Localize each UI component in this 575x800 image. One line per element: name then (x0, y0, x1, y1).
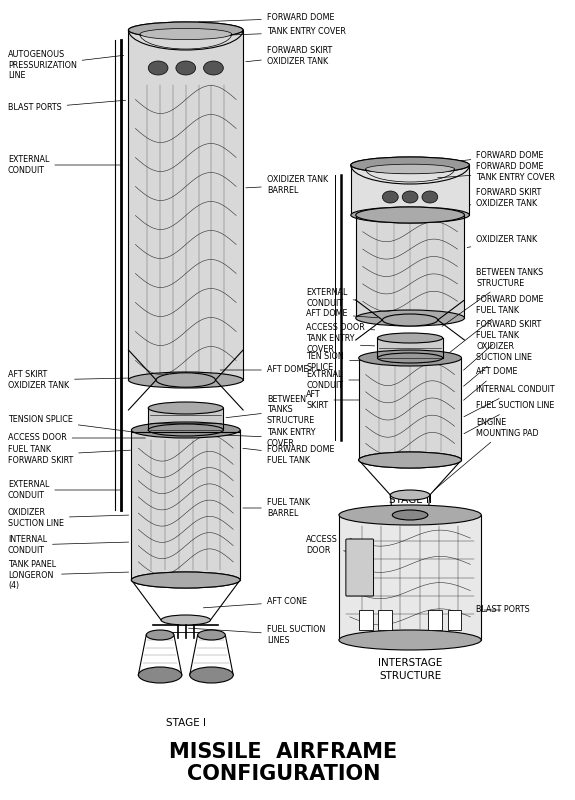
Ellipse shape (161, 615, 210, 625)
FancyBboxPatch shape (346, 539, 374, 596)
Ellipse shape (392, 510, 428, 520)
Ellipse shape (351, 157, 469, 173)
Text: AFT DOME: AFT DOME (463, 367, 518, 400)
Text: MISSILE  AIRFRAME: MISSILE AIRFRAME (170, 742, 398, 762)
Text: FORWARD DOME: FORWARD DOME (428, 150, 544, 165)
Ellipse shape (139, 667, 182, 683)
Text: TANK ENTRY
COVER: TANK ENTRY COVER (306, 334, 375, 354)
Text: AFT DOME: AFT DOME (220, 366, 308, 374)
Ellipse shape (132, 572, 240, 588)
Bar (378, 610, 392, 630)
Ellipse shape (356, 207, 465, 223)
Text: OXIDIZER TANK
BARREL: OXIDIZER TANK BARREL (246, 175, 328, 194)
Text: TANK PANEL
LONGERON
(4): TANK PANEL LONGERON (4) (8, 560, 129, 590)
Text: EXTERNAL
CONDUIT: EXTERNAL CONDUIT (306, 288, 356, 308)
Ellipse shape (382, 314, 438, 326)
Ellipse shape (128, 22, 243, 38)
Ellipse shape (132, 572, 240, 588)
Text: STAGE I: STAGE I (166, 718, 206, 728)
Ellipse shape (351, 207, 469, 223)
Text: FUEL TANK
BARREL: FUEL TANK BARREL (243, 498, 310, 518)
Ellipse shape (146, 630, 174, 640)
Ellipse shape (148, 61, 168, 75)
Bar (132, 430, 240, 580)
Text: INTERNAL
CONDUIT: INTERNAL CONDUIT (8, 535, 129, 554)
Ellipse shape (422, 191, 438, 203)
Text: FORWARD DOME
TANK ENTRY COVER: FORWARD DOME TANK ENTRY COVER (438, 162, 555, 182)
Ellipse shape (390, 490, 430, 500)
Text: EXTRNAL
CONDUIT: EXTRNAL CONDUIT (306, 370, 359, 390)
Text: AFT DOME: AFT DOME (306, 310, 378, 318)
Ellipse shape (128, 22, 243, 38)
Text: FORWARD DOME
FUEL TANK: FORWARD DOME FUEL TANK (243, 446, 334, 465)
Text: FORWARD SKIRT
OXIDIZER TANK: FORWARD SKIRT OXIDIZER TANK (246, 46, 332, 66)
Text: CONFIGURATION: CONFIGURATION (187, 764, 380, 784)
Text: INTERNAL CONDUIT: INTERNAL CONDUIT (464, 386, 555, 417)
Text: AFT CONE: AFT CONE (204, 598, 307, 608)
Ellipse shape (359, 452, 462, 468)
Ellipse shape (366, 164, 455, 174)
Text: OXIDIZER TANK: OXIDIZER TANK (467, 235, 538, 247)
Text: FORWARD DOME
FUEL TANK: FORWARD DOME FUEL TANK (445, 295, 544, 356)
Bar (339, 515, 481, 640)
Ellipse shape (377, 333, 443, 343)
Text: FORWARD SKIRT
FUEL TANK: FORWARD SKIRT FUEL TANK (463, 320, 542, 370)
Text: OXIDIZER
SUCTION LINE: OXIDIZER SUCTION LINE (463, 342, 532, 386)
Text: TENSION SPLICE: TENSION SPLICE (8, 415, 131, 432)
Ellipse shape (204, 61, 223, 75)
Text: ACCESS DOOR: ACCESS DOOR (306, 323, 375, 333)
Ellipse shape (140, 28, 232, 39)
Text: BLAST PORTS: BLAST PORTS (8, 100, 126, 113)
Ellipse shape (339, 630, 481, 650)
Ellipse shape (190, 667, 233, 683)
Text: FORWARD SKIRT
OXIDIZER TANK: FORWARD SKIRT OXIDIZER TANK (469, 188, 542, 208)
Text: ENGINE
MOUNTING PAD: ENGINE MOUNTING PAD (434, 418, 539, 490)
Text: OXIDIZER
SUCTION LINE: OXIDIZER SUCTION LINE (8, 508, 129, 528)
Bar (377, 338, 443, 358)
Ellipse shape (198, 630, 225, 640)
Text: BLAST PORTS: BLAST PORTS (476, 606, 530, 614)
Ellipse shape (351, 157, 469, 173)
Text: FUEL SUCTION
LINES: FUEL SUCTION LINES (189, 626, 325, 645)
Ellipse shape (132, 422, 240, 438)
Bar (428, 610, 442, 630)
Ellipse shape (176, 61, 196, 75)
Ellipse shape (359, 452, 462, 468)
Bar (359, 610, 373, 630)
Bar (448, 610, 462, 630)
Text: ACCESS
DOOR: ACCESS DOOR (306, 535, 357, 554)
Ellipse shape (339, 505, 481, 525)
Ellipse shape (402, 191, 418, 203)
Text: EXTERNAL
CONDUIT: EXTERNAL CONDUIT (8, 155, 121, 174)
Text: AUTOGENOUS
PRESSURIZATION
LINE: AUTOGENOUS PRESSURIZATION LINE (8, 50, 124, 80)
Bar (359, 358, 462, 460)
Text: TANK ENTRY COVER: TANK ENTRY COVER (208, 27, 346, 37)
Text: FUEL TANK
FORWARD SKIRT: FUEL TANK FORWARD SKIRT (8, 446, 131, 465)
Ellipse shape (356, 310, 465, 326)
Text: AFT SKIRT
OXIDIZER TANK: AFT SKIRT OXIDIZER TANK (8, 370, 128, 390)
Bar (351, 165, 469, 215)
Text: INTERSTAGE
STRUCTURE: INTERSTAGE STRUCTURE (378, 658, 442, 682)
Bar (356, 215, 465, 318)
Text: BETWEEN
TANKS
STRUCTURE: BETWEEN TANKS STRUCTURE (226, 395, 315, 425)
Text: EXTERNAL
CONDUIT: EXTERNAL CONDUIT (8, 480, 121, 500)
Text: FUEL SUCTION LINE: FUEL SUCTION LINE (464, 402, 555, 434)
Text: TANK ENTRY
COVER: TANK ENTRY COVER (226, 428, 315, 448)
Ellipse shape (377, 353, 443, 363)
Text: BETWEEN TANKS
STRUCTURE: BETWEEN TANKS STRUCTURE (442, 268, 543, 326)
Ellipse shape (156, 373, 216, 387)
Text: TEN SION
SPLICE: TEN SION SPLICE (306, 352, 361, 372)
Ellipse shape (359, 350, 462, 366)
Ellipse shape (128, 372, 243, 388)
Bar (128, 30, 243, 380)
Ellipse shape (382, 191, 398, 203)
Text: ACCESS DOOR: ACCESS DOOR (8, 434, 145, 442)
Ellipse shape (148, 402, 223, 414)
Text: AFT
SKIRT: AFT SKIRT (306, 390, 359, 410)
Text: FORWARD DOME: FORWARD DOME (198, 14, 334, 22)
Ellipse shape (148, 424, 223, 436)
Bar (148, 408, 223, 430)
Text: STAGE II: STAGE II (389, 495, 432, 505)
